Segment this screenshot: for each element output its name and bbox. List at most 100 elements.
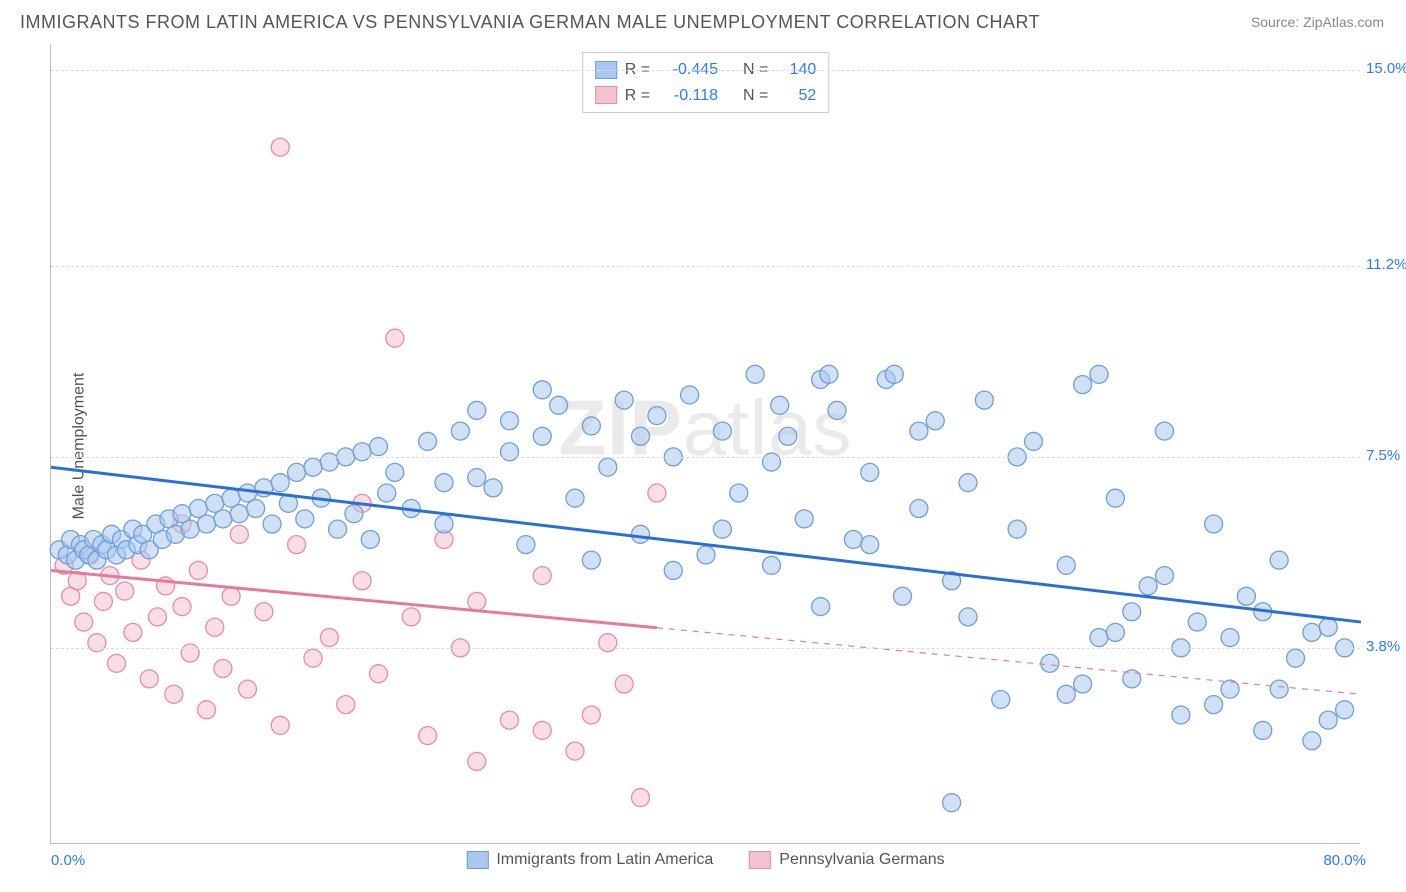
scatter-point — [468, 592, 486, 610]
scatter-point — [959, 608, 977, 626]
scatter-point — [820, 365, 838, 383]
scatter-point — [140, 670, 158, 688]
scatter-point — [1041, 654, 1059, 672]
scatter-point — [501, 711, 519, 729]
y-tick-label: 11.2% — [1366, 256, 1406, 273]
scatter-point — [1025, 432, 1043, 450]
scatter-point — [943, 794, 961, 812]
scatter-point — [451, 422, 469, 440]
scatter-point — [1008, 520, 1026, 538]
scatter-point — [566, 742, 584, 760]
scatter-point — [1057, 685, 1075, 703]
scatter-point — [198, 701, 216, 719]
scatter-point — [304, 458, 322, 476]
scatter-point — [271, 474, 289, 492]
scatter-point — [771, 396, 789, 414]
trend-line — [51, 467, 1361, 622]
scatter-point — [165, 685, 183, 703]
scatter-point — [697, 546, 715, 564]
scatter-point — [230, 505, 248, 523]
scatter-point — [288, 463, 306, 481]
scatter-point — [247, 500, 265, 518]
scatter-point — [615, 391, 633, 409]
scatter-point — [222, 587, 240, 605]
scatter-point — [1319, 711, 1337, 729]
x-tick-label: 80.0% — [1323, 852, 1366, 869]
y-tick-label: 7.5% — [1366, 447, 1406, 464]
legend-item: Immigrants from Latin America — [466, 851, 713, 869]
scatter-point — [1303, 623, 1321, 641]
scatter-point — [648, 407, 666, 425]
scatter-point — [1156, 422, 1174, 440]
scatter-point — [353, 443, 371, 461]
legend-item: Pennsylvania Germans — [749, 851, 944, 869]
scatter-point — [320, 453, 338, 471]
scatter-point — [632, 789, 650, 807]
scatter-point — [1156, 567, 1174, 585]
scatter-point — [894, 587, 912, 605]
scatter-point — [288, 536, 306, 554]
legend-swatch — [595, 86, 617, 104]
scatter-point — [861, 463, 879, 481]
scatter-point — [959, 474, 977, 492]
scatter-point — [370, 438, 388, 456]
legend-series: Immigrants from Latin America Pennsylvani… — [466, 851, 944, 869]
scatter-point — [189, 561, 207, 579]
scatter-point — [713, 422, 731, 440]
scatter-point — [88, 634, 106, 652]
scatter-point — [779, 427, 797, 445]
scatter-point — [435, 515, 453, 533]
trend-line-extrapolated — [657, 628, 1361, 695]
scatter-point — [271, 138, 289, 156]
scatter-point — [795, 510, 813, 528]
scatter-point — [1270, 680, 1288, 698]
scatter-point — [419, 432, 437, 450]
scatter-point — [1287, 649, 1305, 667]
scatter-point — [239, 680, 257, 698]
scatter-point — [386, 329, 404, 347]
scatter-point — [713, 520, 731, 538]
scatter-point — [648, 484, 666, 502]
scatter-point — [329, 520, 347, 538]
scatter-point — [1205, 696, 1223, 714]
scatter-point — [992, 690, 1010, 708]
scatter-point — [361, 530, 379, 548]
scatter-point — [1090, 365, 1108, 383]
grid-line — [51, 457, 1360, 458]
scatter-point — [386, 463, 404, 481]
scatter-point — [926, 412, 944, 430]
scatter-point — [582, 706, 600, 724]
scatter-point — [885, 365, 903, 383]
scatter-point — [320, 629, 338, 647]
plot-area: ZIPatlas R =-0.445 N =140R =-0.118 N =52… — [50, 44, 1360, 844]
scatter-point — [181, 520, 199, 538]
scatter-point — [566, 489, 584, 507]
scatter-point — [517, 536, 535, 554]
scatter-point — [910, 500, 928, 518]
scatter-point — [812, 598, 830, 616]
scatter-point — [337, 696, 355, 714]
scatter-point — [582, 417, 600, 435]
scatter-point — [378, 484, 396, 502]
scatter-point — [615, 675, 633, 693]
scatter-point — [599, 458, 617, 476]
scatter-point — [255, 603, 273, 621]
x-tick-label: 0.0% — [51, 852, 85, 869]
scatter-point — [1237, 587, 1255, 605]
grid-line — [51, 648, 1360, 649]
scatter-point — [1172, 706, 1190, 724]
y-tick-label: 15.0% — [1366, 60, 1406, 77]
grid-line — [51, 266, 1360, 267]
scatter-point — [116, 582, 134, 600]
scatter-point — [435, 474, 453, 492]
scatter-point — [533, 567, 551, 585]
scatter-point — [148, 608, 166, 626]
scatter-point — [1057, 556, 1075, 574]
scatter-point — [345, 505, 363, 523]
scatter-point — [75, 613, 93, 631]
scatter-point — [173, 598, 191, 616]
legend-label: Pennsylvania Germans — [779, 851, 944, 869]
scatter-point — [681, 386, 699, 404]
scatter-point — [861, 536, 879, 554]
scatter-point — [599, 634, 617, 652]
